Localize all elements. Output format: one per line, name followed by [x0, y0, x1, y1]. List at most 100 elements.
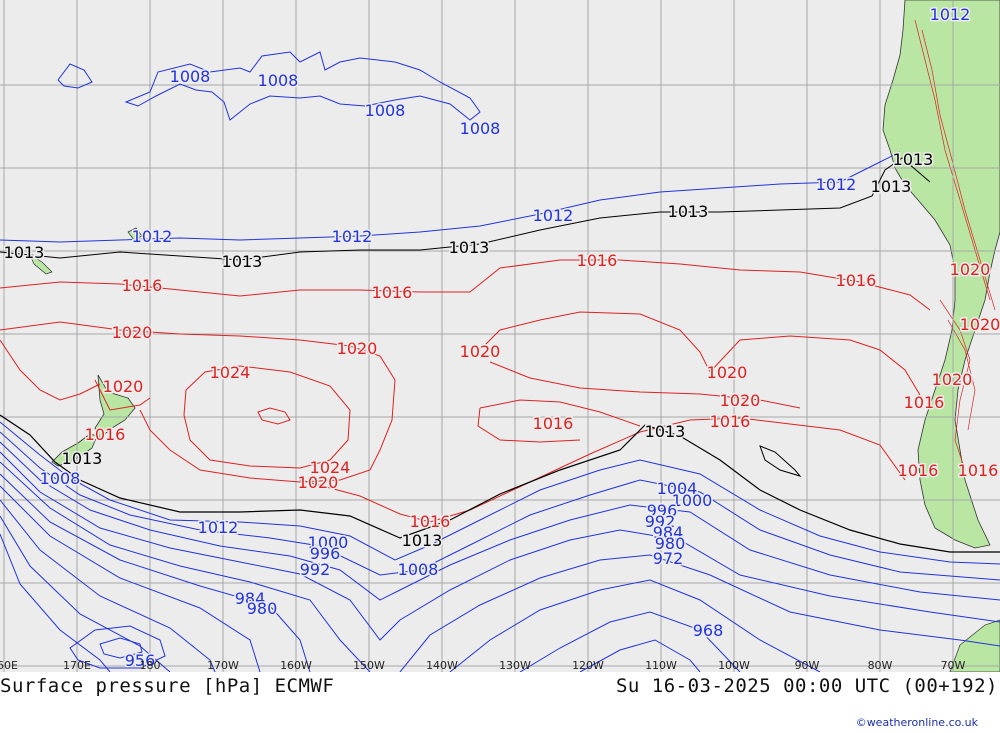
- isobar-label: 984: [653, 523, 684, 542]
- isobar-label: 1008: [365, 101, 406, 120]
- isobar-label: 1012: [132, 227, 173, 246]
- longitude-label: 90W: [795, 659, 820, 672]
- isobar-label: 1020: [960, 315, 1000, 334]
- isobar-label: 956: [125, 651, 156, 670]
- land-new-zealand-south: [51, 433, 98, 467]
- isobar-label: 1016: [958, 461, 999, 480]
- isobar-label: 1013: [893, 150, 934, 169]
- isobar-label: 1008: [170, 67, 211, 86]
- isobar-label: 992: [645, 512, 676, 531]
- isobar-label: 992: [300, 560, 331, 579]
- footer: Surface pressure [hPa] ECMWF Su 16-03-20…: [0, 672, 1000, 733]
- land-new-zealand-north: [94, 374, 136, 439]
- isobar-label: 1008: [460, 119, 501, 138]
- isobar-label: 1013: [4, 243, 45, 262]
- isobar-label: 1020: [707, 363, 748, 382]
- isobar-label: 1013: [871, 177, 912, 196]
- isobar-label: 1020: [298, 473, 339, 492]
- isobar-label: 1016: [898, 461, 939, 480]
- graticule: [0, 0, 1000, 672]
- isobar-label: 1008: [398, 560, 439, 579]
- isobar-label: 1012: [930, 5, 971, 24]
- isobar-label: 980: [247, 599, 278, 618]
- isobar-label: 1020: [950, 260, 991, 279]
- isobar-label: 1016: [122, 276, 163, 295]
- longitude-label: 120W: [572, 659, 604, 672]
- isobar-label: 1013: [222, 252, 263, 271]
- isobar-label: 1012: [332, 227, 373, 246]
- isobar-label: 1013: [449, 238, 490, 257]
- isobar-1024: [183, 365, 351, 469]
- isobar-label: 1016: [836, 271, 877, 290]
- isobar-label: 1020: [720, 391, 761, 410]
- isobar-1013-south: [0, 414, 1000, 553]
- longitude-label: 80W: [868, 659, 893, 672]
- longitude-label: 160W: [280, 659, 312, 672]
- isobar-label: 984: [235, 589, 266, 608]
- isobar-1020-east: [479, 311, 921, 409]
- longitude-label: 160E: [0, 659, 18, 672]
- isobar-label: 980: [655, 534, 686, 553]
- isobar-label: 1016: [710, 412, 751, 431]
- isobar-label: 1024: [310, 458, 351, 477]
- pressure-map: 1008 1008 1008 1008 1012 1012 1012 1012 1012 1013…: [0, 0, 1000, 672]
- isobar-1013-loop: [759, 445, 802, 477]
- isobar-label: 1013: [668, 202, 709, 221]
- isobar-label: 1016: [85, 425, 126, 444]
- isobar-label: 1020: [337, 339, 378, 358]
- isobar-label: 1013: [62, 449, 103, 468]
- isobars-southern-lows: [0, 421, 1000, 672]
- isobar-label: 1000: [308, 533, 349, 552]
- isobar-1020-outer: [0, 321, 396, 483]
- isobar-label: 1016: [577, 251, 618, 270]
- relief-andes: [914, 19, 996, 471]
- longitude-label: 170E: [63, 659, 91, 672]
- valid-time: Su 16-03-2025 00:00 UTC (00+192): [615, 675, 998, 697]
- isobar-label: 996: [310, 544, 341, 563]
- longitude-label: 100W: [718, 659, 750, 672]
- longitude-label: 140W: [426, 659, 458, 672]
- land-new-caledonia: [29, 254, 53, 275]
- isobar-label: 1020: [460, 342, 501, 361]
- isobar-label: 1020: [932, 370, 973, 389]
- isobar-label: 1008: [258, 71, 299, 90]
- isobar-label: 1012: [816, 175, 857, 194]
- isobar-label: 972: [653, 549, 684, 568]
- credit-link[interactable]: ©weatheronline.co.uk: [855, 716, 978, 729]
- isobar-label: 1016: [904, 393, 945, 412]
- longitude-labels: 160E 170E 180 170W 160W 150W 140W 130W 120W 110W 1…: [0, 659, 966, 672]
- isobar-label: 968: [693, 621, 724, 640]
- isobar-label: 1013: [402, 531, 443, 550]
- isobar-label: 1020: [112, 323, 153, 342]
- isobar-label: 1008: [40, 469, 81, 488]
- isobar-labels: 1008 1008 1008 1008 1012 1012 1012 1012 1012 1013…: [2, 4, 1000, 672]
- isobar-label: 1016: [410, 512, 451, 531]
- map-title: Surface pressure [hPa] ECMWF: [0, 675, 335, 697]
- isobar-label: 1020: [103, 377, 144, 396]
- isobar-1012: [0, 151, 901, 243]
- isobars-1008-north: [57, 51, 481, 121]
- longitude-label: 70W: [941, 659, 966, 672]
- isobar-label: 1012: [533, 206, 574, 225]
- longitude-label: 130W: [499, 659, 531, 672]
- land-south-america: [882, 0, 1000, 549]
- isobar-label: 1016: [372, 283, 413, 302]
- isobar-label: 1024: [210, 363, 251, 382]
- isobar-1016-north: [0, 259, 931, 311]
- isobar-1024-inner: [257, 407, 291, 425]
- isobar-label: 1012: [198, 518, 239, 537]
- longitude-label: 150W: [353, 659, 385, 672]
- isobar-1016-south: [94, 379, 906, 523]
- isobar-label: 1013: [645, 422, 686, 441]
- isobar-label: 996: [647, 501, 678, 520]
- ocean-background: [0, 0, 1000, 672]
- isobar-label: 1016: [533, 414, 574, 433]
- land-antarctic-peninsula: [949, 619, 1000, 672]
- land-fiji: [127, 227, 143, 241]
- longitude-label: 180: [140, 659, 161, 672]
- isobar-label: 1000: [672, 491, 713, 510]
- isobar-1013-north: [0, 157, 931, 261]
- isobar-label: 1004: [657, 479, 698, 498]
- longitude-label: 110W: [645, 659, 677, 672]
- longitude-label: 170W: [207, 659, 239, 672]
